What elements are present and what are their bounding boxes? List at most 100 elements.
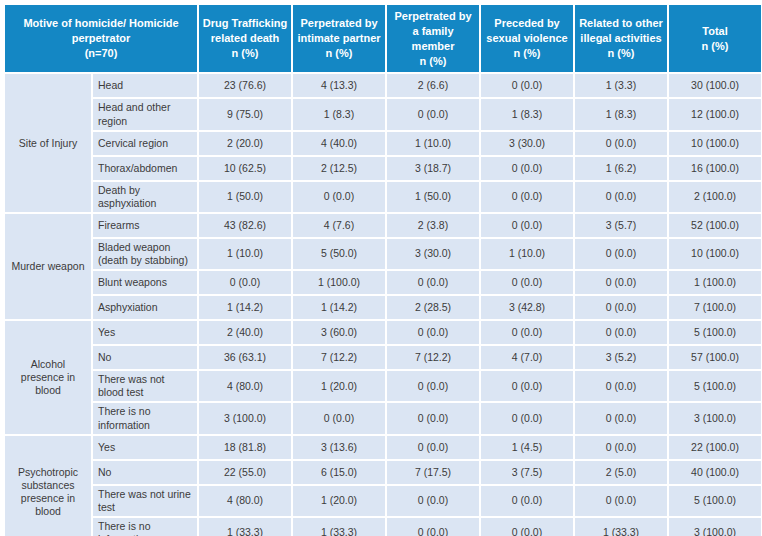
value-cell: 1 (100.0) [293,271,385,294]
value-cell: 0 (0.0) [575,486,667,516]
value-cell: 1 (10.0) [387,132,479,155]
value-cell: 7 (12.2) [387,346,479,369]
value-cell: 1 (8.3) [293,99,385,129]
value-cell: 10 (100.0) [669,132,761,155]
table-row: No 22 (55.0) 6 (15.0) 7 (17.5) 3 (7.5) 2… [5,461,761,484]
value-cell: 3 (42.8) [481,296,573,319]
row-label: Firearms [93,214,197,237]
table-row: Blunt weapons 0 (0.0) 1 (100.0) 0 (0.0) … [5,271,761,294]
value-cell: 0 (0.0) [575,436,667,459]
table-row: There was not urine test 4 (80.0) 1 (20.… [5,486,761,516]
value-cell: 0 (0.0) [387,403,479,433]
value-cell: 0 (0.0) [575,321,667,344]
value-cell: 1 (50.0) [199,182,291,212]
table-row: Cervical region 2 (20.0) 4 (40.0) 1 (10.… [5,132,761,155]
value-cell: 0 (0.0) [481,486,573,516]
value-cell: 3 (18.7) [387,157,479,180]
value-cell: 3 (13.6) [293,436,385,459]
row-label: Yes [93,321,197,344]
value-cell: 22 (100.0) [669,436,761,459]
value-cell: 0 (0.0) [575,296,667,319]
value-cell: 0 (0.0) [575,271,667,294]
value-cell: 23 (76.6) [199,74,291,97]
value-cell: 2 (20.0) [199,132,291,155]
value-cell: 7 (100.0) [669,296,761,319]
value-cell: 2 (6.6) [387,74,479,97]
row-label: Head [93,74,197,97]
table-row: There is no information 1 (33.3) 1 (33.3… [5,518,761,536]
value-cell: 0 (0.0) [387,99,479,129]
value-cell: 4 (80.0) [199,371,291,401]
value-cell: 3 (30.0) [481,132,573,155]
value-cell: 0 (0.0) [481,182,573,212]
value-cell: 1 (6.2) [575,157,667,180]
header-cell-sexual-violence: Preceded by sexual violence n (%) [481,5,573,72]
value-cell: 36 (63.1) [199,346,291,369]
value-cell: 1 (8.3) [575,99,667,129]
group-label-site-of-injury: Site of Injury [5,74,91,212]
value-cell: 0 (0.0) [575,132,667,155]
value-cell: 3 (7.5) [481,461,573,484]
row-label: Cervical region [93,132,197,155]
value-cell: 3 (30.0) [387,239,479,269]
table-row: Site of Injury Head 23 (76.6) 4 (13.3) 2… [5,74,761,97]
value-cell: 0 (0.0) [387,436,479,459]
value-cell: 0 (0.0) [481,371,573,401]
value-cell: 0 (0.0) [293,182,385,212]
value-cell: 0 (0.0) [293,403,385,433]
value-cell: 0 (0.0) [481,74,573,97]
header-cell-illegal-activities: Related to other illegal activities n (%… [575,5,667,72]
value-cell: 1 (4.5) [481,436,573,459]
value-cell: 4 (7.0) [481,346,573,369]
table-row: Psychotropic substances presence in bloo… [5,436,761,459]
value-cell: 2 (3.8) [387,214,479,237]
value-cell: 0 (0.0) [481,271,573,294]
value-cell: 3 (100.0) [669,518,761,536]
value-cell: 3 (5.7) [575,214,667,237]
value-cell: 1 (10.0) [199,239,291,269]
header-cell-family-member: Perpetrated by a family member n (%) [387,5,479,72]
value-cell: 16 (100.0) [669,157,761,180]
value-cell: 0 (0.0) [199,271,291,294]
row-label: There is no information [93,518,197,536]
value-cell: 5 (100.0) [669,371,761,401]
value-cell: 4 (7.6) [293,214,385,237]
table-row: Death by asphyxiation 1 (50.0) 0 (0.0) 1… [5,182,761,212]
value-cell: 3 (100.0) [669,403,761,433]
value-cell: 5 (50.0) [293,239,385,269]
value-cell: 1 (20.0) [293,371,385,401]
value-cell: 1 (100.0) [669,271,761,294]
value-cell: 10 (100.0) [669,239,761,269]
value-cell: 1 (8.3) [481,99,573,129]
value-cell: 3 (100.0) [199,403,291,433]
header-row: Motive of homicide/ Homicide perpetrator… [5,5,761,72]
value-cell: 6 (15.0) [293,461,385,484]
value-cell: 12 (100.0) [669,99,761,129]
row-label: Death by asphyxiation [93,182,197,212]
value-cell: 1 (20.0) [293,486,385,516]
value-cell: 7 (17.5) [387,461,479,484]
value-cell: 22 (55.0) [199,461,291,484]
value-cell: 1 (33.3) [575,518,667,536]
row-label: There is no information [93,403,197,433]
value-cell: 2 (5.0) [575,461,667,484]
value-cell: 0 (0.0) [387,371,479,401]
value-cell: 9 (75.0) [199,99,291,129]
value-cell: 1 (33.3) [199,518,291,536]
value-cell: 0 (0.0) [481,321,573,344]
value-cell: 0 (0.0) [481,214,573,237]
value-cell: 0 (0.0) [387,321,479,344]
value-cell: 2 (100.0) [669,182,761,212]
value-cell: 5 (100.0) [669,321,761,344]
value-cell: 1 (14.2) [293,296,385,319]
value-cell: 0 (0.0) [575,182,667,212]
row-label: No [93,346,197,369]
table-row: There was not blood test 4 (80.0) 1 (20.… [5,371,761,401]
table-row: Asphyxiation 1 (14.2) 1 (14.2) 2 (28.5) … [5,296,761,319]
row-label: Bladed weapon (death by stabbing) [93,239,197,269]
value-cell: 0 (0.0) [481,157,573,180]
value-cell: 30 (100.0) [669,74,761,97]
row-label: Head and other region [93,99,197,129]
row-label: No [93,461,197,484]
value-cell: 0 (0.0) [387,486,479,516]
